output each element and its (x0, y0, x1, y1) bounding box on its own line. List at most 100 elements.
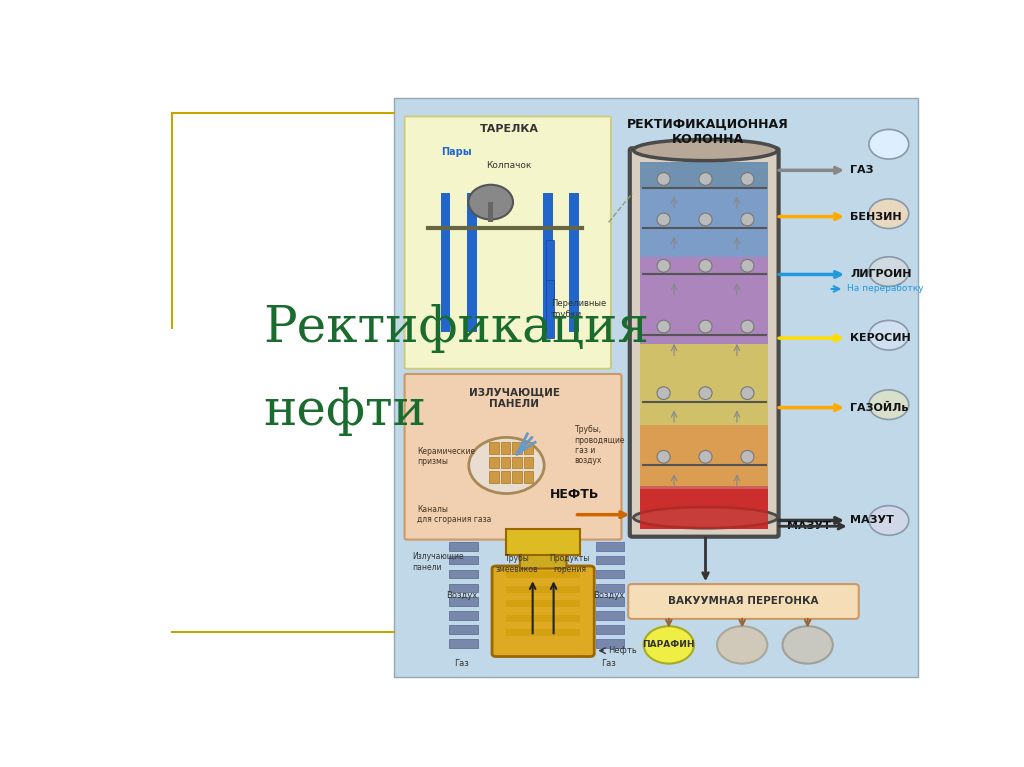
Text: ГАЗОЙЛь: ГАЗОЙЛь (850, 403, 908, 413)
Ellipse shape (740, 259, 754, 272)
Bar (596, 611, 625, 620)
Bar (501, 471, 510, 483)
Bar (596, 542, 625, 551)
Text: Продукты
горения: Продукты горения (549, 555, 590, 574)
Ellipse shape (657, 320, 670, 333)
Ellipse shape (469, 185, 513, 219)
Circle shape (869, 130, 908, 159)
Bar (449, 570, 477, 578)
Text: Газ: Газ (455, 660, 469, 668)
Bar (640, 425, 768, 486)
Text: нефти: нефти (263, 387, 426, 436)
Text: ЛИГРОИН: ЛИГРОИН (850, 269, 911, 279)
FancyBboxPatch shape (520, 530, 566, 568)
FancyBboxPatch shape (492, 566, 594, 657)
Ellipse shape (657, 259, 670, 272)
Bar (640, 489, 768, 529)
Bar (507, 601, 580, 607)
Text: МАЗУТ: МАЗУТ (786, 522, 830, 532)
Bar (489, 457, 499, 469)
Text: Воздух: Воздух (593, 591, 625, 601)
Bar (449, 584, 477, 592)
Bar (467, 193, 476, 332)
Bar (596, 584, 625, 592)
Bar (512, 443, 521, 454)
Text: Газ: Газ (601, 660, 616, 668)
Bar (569, 193, 579, 332)
Circle shape (869, 505, 908, 535)
Circle shape (869, 321, 908, 350)
Bar (596, 625, 625, 634)
FancyBboxPatch shape (628, 584, 859, 619)
Text: ГАЗ: ГАЗ (850, 166, 873, 176)
Bar (596, 556, 625, 565)
Ellipse shape (634, 507, 777, 528)
Ellipse shape (657, 450, 670, 463)
Bar (596, 570, 625, 578)
Text: Ректификация: Ректификация (263, 304, 649, 353)
Text: КЕРОСИН: КЕРОСИН (850, 333, 910, 343)
Text: Излучающие
панели: Излучающие панели (413, 552, 464, 571)
Circle shape (469, 437, 544, 493)
Ellipse shape (699, 213, 712, 225)
Ellipse shape (657, 213, 670, 225)
Bar (449, 611, 477, 620)
Bar (488, 202, 494, 222)
Bar (640, 188, 768, 257)
Text: Колпачок: Колпачок (486, 161, 531, 170)
Text: Трубы
змеевиков: Трубы змеевиков (496, 555, 539, 574)
Bar (449, 639, 477, 648)
FancyBboxPatch shape (404, 374, 622, 540)
Ellipse shape (740, 213, 754, 225)
Text: РЕКТИФИКАЦИОННАЯ
КОЛОННА: РЕКТИФИКАЦИОННАЯ КОЛОННА (628, 118, 790, 146)
Bar (523, 471, 534, 483)
Bar (507, 615, 580, 622)
Bar (394, 98, 918, 676)
Bar (546, 240, 554, 298)
Bar (546, 280, 554, 338)
Ellipse shape (657, 173, 670, 186)
Ellipse shape (740, 320, 754, 333)
Text: Пары: Пары (441, 147, 472, 157)
Circle shape (644, 626, 694, 663)
Circle shape (869, 199, 908, 229)
Ellipse shape (657, 387, 670, 400)
Circle shape (869, 390, 908, 420)
Ellipse shape (699, 320, 712, 333)
Bar (507, 529, 580, 555)
Bar (523, 457, 534, 469)
Text: МАЗУТ: МАЗУТ (850, 515, 894, 525)
Text: Нефть: Нефть (608, 646, 637, 655)
Bar (512, 471, 521, 483)
Bar (441, 193, 451, 332)
FancyBboxPatch shape (404, 117, 611, 369)
Text: Каналы
для сгорания газа: Каналы для сгорания газа (418, 505, 492, 525)
Text: На переработку: На переработку (847, 285, 924, 294)
Text: ИЗЛУЧАЮЩИЕ
ПАНЕЛИ: ИЗЛУЧАЮЩИЕ ПАНЕЛИ (469, 387, 560, 409)
Text: Переливные
трубки: Переливные трубки (551, 299, 606, 319)
Bar (489, 471, 499, 483)
Text: ТАРЕЛКА: ТАРЕЛКА (479, 124, 539, 134)
Circle shape (869, 257, 908, 286)
Ellipse shape (699, 387, 712, 400)
Bar (596, 639, 625, 648)
Text: ПАРАФИН: ПАРАФИН (643, 640, 695, 650)
Bar (507, 629, 580, 636)
Text: ВАКУУМНАЯ ПЕРЕГОНКА: ВАКУУМНАЯ ПЕРЕГОНКА (669, 597, 819, 607)
Ellipse shape (699, 450, 712, 463)
Ellipse shape (699, 259, 712, 272)
Text: Воздух: Воздух (446, 591, 477, 601)
Bar (449, 625, 477, 634)
Ellipse shape (699, 173, 712, 186)
Text: Керамические
призмы: Керамические призмы (418, 447, 475, 466)
Text: Трубы,
проводящие
газ и
воздух: Трубы, проводящие газ и воздух (574, 425, 625, 466)
Bar (640, 486, 768, 529)
FancyBboxPatch shape (630, 148, 778, 537)
Bar (489, 443, 499, 454)
Bar (507, 571, 580, 578)
Text: НЕФТЬ: НЕФТЬ (550, 488, 599, 501)
Bar (543, 193, 553, 332)
Bar (596, 597, 625, 606)
Ellipse shape (634, 140, 777, 160)
Bar (501, 443, 510, 454)
